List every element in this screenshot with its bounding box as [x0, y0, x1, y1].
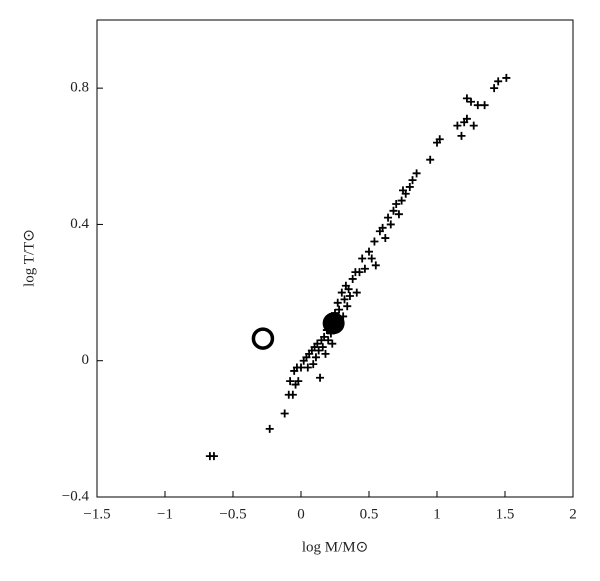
y-tick-label: 0.8: [70, 80, 89, 96]
y-tick-label: −0.4: [62, 488, 90, 504]
plus-marker: [314, 346, 323, 355]
plus-marker: [280, 409, 289, 418]
x-tick-label: 1.5: [496, 506, 515, 522]
plus-marker: [502, 73, 511, 82]
plus-marker: [316, 373, 325, 382]
plus-marker: [412, 169, 421, 178]
plus-marker: [324, 336, 333, 345]
plus-marker: [355, 268, 364, 277]
plus-marker: [457, 131, 466, 140]
plus-marker: [371, 261, 380, 270]
filled-circle-marker: [322, 312, 345, 335]
x-tick-label: 0.5: [360, 506, 379, 522]
plus-marker: [344, 285, 353, 294]
plus-marker: [318, 343, 327, 352]
plus-marker: [469, 121, 478, 130]
plus-marker: [397, 196, 406, 205]
plus-marker: [335, 305, 344, 314]
plus-marker: [462, 114, 471, 123]
plus-marker: [209, 452, 218, 461]
plus-marker: [494, 77, 503, 86]
plus-marker: [384, 213, 393, 222]
plus-marker: [286, 377, 295, 386]
y-tick-label: 0.4: [70, 216, 89, 232]
plus-marker: [370, 237, 379, 246]
open-circle-marker: [251, 327, 275, 350]
plus-marker: [473, 101, 482, 110]
plus-marker: [303, 363, 312, 372]
plus-marker: [408, 176, 417, 185]
x-tick-label: 2: [569, 506, 577, 522]
plus-marker: [490, 84, 499, 93]
x-tick-label: −1.5: [83, 506, 110, 522]
plus-marker: [358, 254, 367, 263]
plus-marker: [343, 302, 352, 311]
plus-marker: [401, 189, 410, 198]
x-axis-label: log M/M⊙: [302, 539, 368, 555]
plus-marker: [328, 339, 337, 348]
plus-marker: [311, 353, 320, 362]
plus-marker: [480, 101, 489, 110]
plot-frame: [96, 19, 574, 498]
plus-marker: [313, 339, 322, 348]
x-tick-label: 1: [433, 506, 441, 522]
plus-marker: [389, 206, 398, 215]
y-tick-label: 0: [82, 352, 90, 368]
y-axis-label: log T/T⊙: [21, 229, 37, 287]
x-tick-label: 0: [297, 506, 305, 522]
plus-marker: [352, 288, 361, 297]
plus-marker: [405, 182, 414, 191]
x-tick-label: −0.5: [219, 506, 246, 522]
plus-marker: [426, 155, 435, 164]
plus-marker: [467, 97, 475, 106]
plus-marker: [365, 247, 373, 256]
plus-marker: [394, 210, 403, 219]
plus-marker: [294, 377, 303, 386]
plus-marker: [320, 332, 329, 341]
plus-marker: [381, 234, 390, 243]
plus-marker: [386, 220, 395, 229]
plus-marker: [337, 288, 346, 297]
x-tick-label: −1: [157, 506, 173, 522]
plus-marker: [392, 199, 401, 208]
plus-marker: [288, 390, 297, 399]
plus-marker: [345, 291, 354, 300]
plus-marker: [297, 363, 305, 372]
plus-marker: [360, 264, 369, 273]
plus-marker: [333, 298, 342, 307]
plus-marker: [265, 424, 274, 433]
plus-marker: [435, 135, 444, 144]
plus-marker: [340, 295, 349, 304]
plus-marker: [378, 223, 387, 232]
plus-marker: [462, 94, 471, 103]
plus-marker: [321, 349, 330, 358]
plus-marker: [309, 360, 318, 369]
plus-marker: [367, 254, 376, 263]
plus-marker: [453, 121, 462, 130]
plus-marker: [348, 274, 357, 283]
